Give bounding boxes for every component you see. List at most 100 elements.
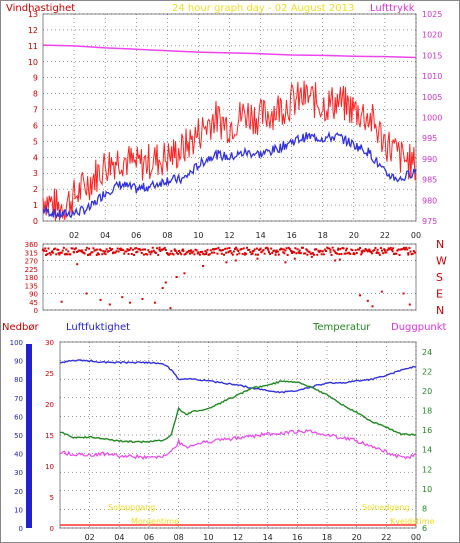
direction-point <box>255 247 258 250</box>
direction-point <box>134 247 137 250</box>
pressure-tick-label: 995 <box>422 134 437 143</box>
direction-point <box>236 248 239 251</box>
rain-axis-bar <box>26 344 32 528</box>
pressure-tick-label: 975 <box>422 217 437 226</box>
direction-point <box>118 247 121 250</box>
direction-point <box>89 253 92 256</box>
direction-point <box>204 250 207 253</box>
direction-point <box>74 247 77 250</box>
direction-point <box>352 252 355 255</box>
direction-point <box>228 246 231 249</box>
direction-point <box>383 249 386 252</box>
direction-point <box>104 250 107 253</box>
direction-point <box>116 247 119 250</box>
direction-point <box>88 247 91 250</box>
humidity-series <box>59 359 417 394</box>
direction-point <box>220 249 223 252</box>
direction-point <box>202 252 205 255</box>
wind-tick-label: 2 <box>33 185 38 194</box>
direction-tick-label: 180 <box>25 274 38 282</box>
pressure-tick-label: 1025 <box>422 10 442 19</box>
direction-point <box>298 249 301 252</box>
direction-point <box>356 248 359 251</box>
humidity-tick-label: 15 <box>45 432 54 440</box>
temperature-tick-label: 10 <box>422 485 432 494</box>
direction-point <box>336 252 339 255</box>
direction-point <box>42 248 44 251</box>
direction-point <box>183 253 186 256</box>
direction-point <box>141 298 144 300</box>
direction-point <box>191 251 194 254</box>
direction-point <box>167 253 170 256</box>
direction-point <box>260 251 263 254</box>
direction-tick-label: 135 <box>25 282 38 290</box>
direction-point <box>140 251 143 254</box>
compass-point-label: E <box>436 288 443 301</box>
direction-point <box>156 247 159 250</box>
direction-point <box>390 248 393 251</box>
direction-point <box>355 252 358 255</box>
direction-point <box>189 250 192 253</box>
direction-point <box>291 252 294 255</box>
direction-point <box>272 250 275 253</box>
direction-point <box>225 261 228 264</box>
direction-point <box>224 247 227 250</box>
direction-point <box>246 246 249 249</box>
direction-point <box>308 251 311 254</box>
direction-point <box>101 253 104 256</box>
direction-point <box>81 251 84 254</box>
direction-point <box>47 247 50 250</box>
direction-point <box>208 253 211 256</box>
direction-point <box>92 247 95 250</box>
direction-point <box>282 248 285 251</box>
wind-tick-label: 6 <box>33 121 38 130</box>
direction-point <box>68 253 71 256</box>
direction-point <box>364 248 367 251</box>
direction-point <box>348 251 351 254</box>
direction-point <box>253 248 256 251</box>
direction-point <box>189 252 192 255</box>
temperature-series <box>60 380 417 444</box>
wind-tick-label: 8 <box>33 90 38 99</box>
pressure-tick-label: 990 <box>422 155 437 164</box>
direction-point <box>409 250 412 253</box>
direction-point <box>359 294 362 297</box>
direction-point <box>267 249 270 252</box>
direction-point <box>145 253 148 256</box>
wind-tick-label: 3 <box>33 169 38 178</box>
direction-point <box>54 247 57 250</box>
temperature-tick-label: 16 <box>422 426 432 435</box>
direction-point <box>359 246 362 249</box>
direction-point <box>85 246 88 249</box>
direction-point <box>406 248 409 251</box>
direction-point <box>57 252 60 255</box>
time-tick-label: 10 <box>193 231 203 240</box>
compass-point-label: S <box>436 271 443 284</box>
direction-point <box>102 250 105 253</box>
direction-point <box>96 248 99 251</box>
direction-point <box>237 250 240 253</box>
direction-point <box>344 252 347 255</box>
direction-point <box>322 253 325 256</box>
rain-label: Nedbør <box>2 322 39 333</box>
direction-point <box>183 272 186 275</box>
direction-point <box>261 250 264 253</box>
direction-point <box>198 253 201 256</box>
direction-point <box>413 251 416 254</box>
direction-point <box>284 261 287 264</box>
direction-point <box>351 249 354 252</box>
rain-tick-label: 40 <box>14 451 23 459</box>
direction-point <box>370 251 373 254</box>
time-tick-label: 04 <box>114 533 124 542</box>
direction-point <box>231 253 234 256</box>
direction-point <box>161 248 164 251</box>
direction-tick-label: 0 <box>34 307 38 315</box>
direction-point <box>320 253 323 256</box>
direction-point <box>215 247 218 250</box>
direction-point <box>368 250 371 253</box>
direction-point <box>337 248 340 251</box>
direction-point <box>129 247 132 250</box>
direction-point <box>276 250 279 253</box>
direction-point <box>374 246 377 249</box>
direction-point <box>328 247 331 250</box>
